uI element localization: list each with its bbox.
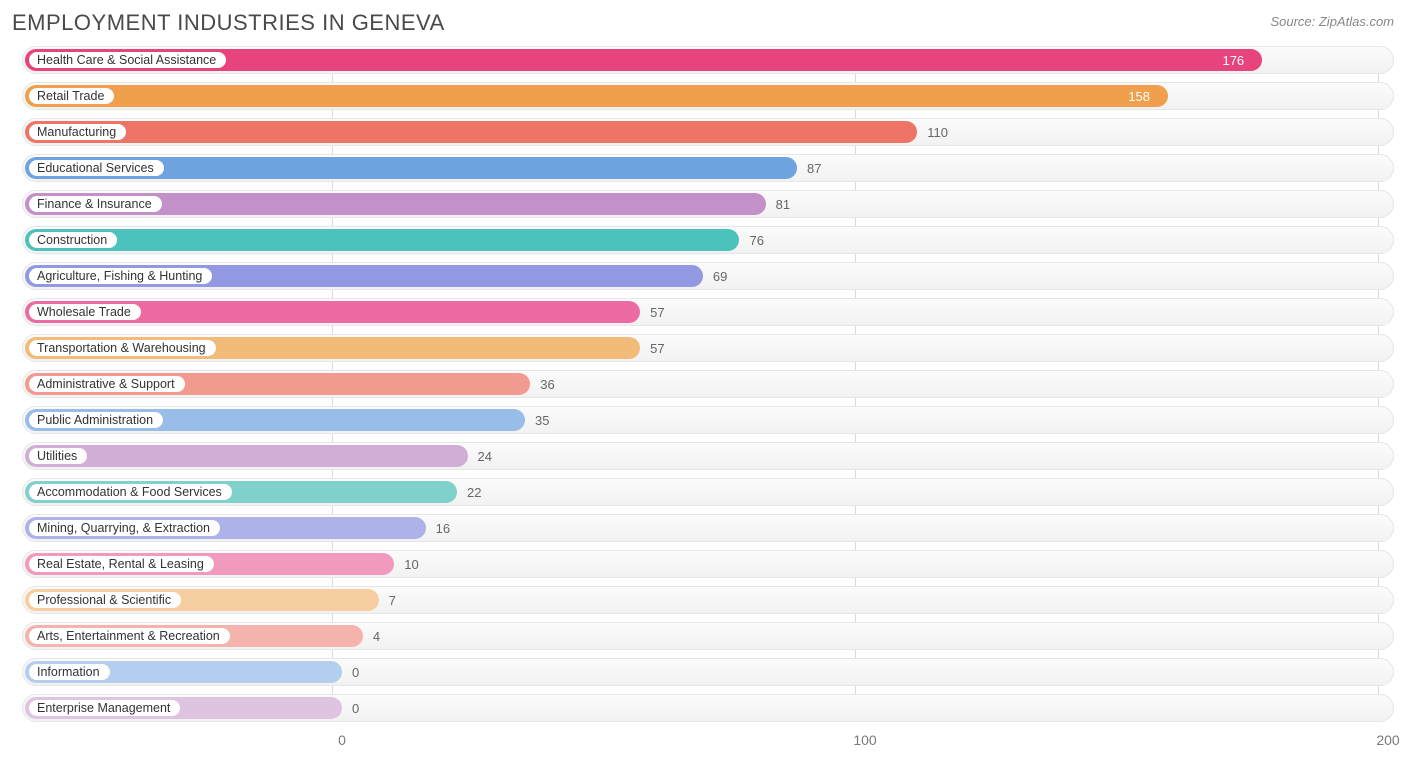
- chart-title: EMPLOYMENT INDUSTRIES IN GENEVA: [12, 10, 445, 36]
- bar-row: Finance & Insurance 81: [22, 190, 1394, 218]
- bar-category-label: Mining, Quarrying, & Extraction: [28, 519, 221, 537]
- bar-category-label: Retail Trade: [28, 87, 115, 105]
- bar-category-label: Professional & Scientific: [28, 591, 182, 609]
- bar-row: Accommodation & Food Services 22: [22, 478, 1394, 506]
- bar-category-label: Accommodation & Food Services: [28, 483, 233, 501]
- bar-row: Public Administration 35: [22, 406, 1394, 434]
- bar-row: Transportation & Warehousing 57: [22, 334, 1394, 362]
- x-tick-label: 0: [338, 732, 346, 748]
- bar-value-label: 16: [436, 514, 450, 542]
- bar-row: Health Care & Social Assistance 176: [22, 46, 1394, 74]
- bar-row: Information 0: [22, 658, 1394, 686]
- bar-value-label: 36: [540, 370, 554, 398]
- bar-row: Administrative & Support 36: [22, 370, 1394, 398]
- bar-value-label: 69: [713, 262, 727, 290]
- bar-category-label: Finance & Insurance: [28, 195, 163, 213]
- chart-area: Health Care & Social Assistance 176 Retail…: [12, 46, 1394, 752]
- bar-value-label: 0: [352, 694, 359, 722]
- chart-source: Source: ZipAtlas.com: [1270, 10, 1394, 29]
- bar-category-label: Transportation & Warehousing: [28, 339, 217, 357]
- bar-fill: [25, 121, 917, 143]
- bar-value-label: 57: [650, 298, 664, 326]
- bars-container: Health Care & Social Assistance 176 Retail…: [12, 46, 1394, 722]
- bar-row: Utilities 24: [22, 442, 1394, 470]
- bar-value-label: 7: [389, 586, 396, 614]
- bar-category-label: Real Estate, Rental & Leasing: [28, 555, 215, 573]
- bar-row: Real Estate, Rental & Leasing 10: [22, 550, 1394, 578]
- x-axis: 0100200: [12, 730, 1394, 752]
- bar-category-label: Utilities: [28, 447, 88, 465]
- bar-value-label: 110: [927, 118, 948, 146]
- bar-fill: [25, 229, 739, 251]
- bar-row: Arts, Entertainment & Recreation 4: [22, 622, 1394, 650]
- bar-category-label: Information: [28, 663, 111, 681]
- bar-value-label: 4: [373, 622, 380, 650]
- bar-value-label: 76: [749, 226, 763, 254]
- bar-value-label: 0: [352, 658, 359, 686]
- bar-row: Wholesale Trade 57: [22, 298, 1394, 326]
- chart-header: EMPLOYMENT INDUSTRIES IN GENEVA Source: …: [12, 10, 1394, 36]
- bar-value-label: 57: [650, 334, 664, 362]
- bar-row: Professional & Scientific 7: [22, 586, 1394, 614]
- bar-value-label: 81: [776, 190, 790, 218]
- bar-value-label: 35: [535, 406, 549, 434]
- bar-category-label: Enterprise Management: [28, 699, 181, 717]
- bar-fill: [25, 85, 1168, 107]
- bar-value-label: 24: [478, 442, 492, 470]
- bar-value-label: 158: [1128, 82, 1150, 110]
- bar-row: Construction 76: [22, 226, 1394, 254]
- bar-value-label: 87: [807, 154, 821, 182]
- bar-category-label: Arts, Entertainment & Recreation: [28, 627, 231, 645]
- bar-category-label: Agriculture, Fishing & Hunting: [28, 267, 213, 285]
- bar-value-label: 22: [467, 478, 481, 506]
- bar-category-label: Educational Services: [28, 159, 165, 177]
- bar-category-label: Wholesale Trade: [28, 303, 142, 321]
- bar-row: Agriculture, Fishing & Hunting 69: [22, 262, 1394, 290]
- bar-category-label: Manufacturing: [28, 123, 127, 141]
- bar-category-label: Administrative & Support: [28, 375, 186, 393]
- bar-category-label: Health Care & Social Assistance: [28, 51, 227, 69]
- bar-value-label: 176: [1222, 46, 1244, 74]
- bar-row: Educational Services 87: [22, 154, 1394, 182]
- bar-row: Enterprise Management 0: [22, 694, 1394, 722]
- bar-value-label: 10: [404, 550, 418, 578]
- bar-row: Mining, Quarrying, & Extraction 16: [22, 514, 1394, 542]
- bar-category-label: Public Administration: [28, 411, 164, 429]
- bar-fill: [25, 445, 468, 467]
- x-tick-label: 200: [1376, 732, 1399, 748]
- bar-row: Manufacturing 110: [22, 118, 1394, 146]
- x-tick-label: 100: [853, 732, 876, 748]
- bar-category-label: Construction: [28, 231, 118, 249]
- bar-row: Retail Trade 158: [22, 82, 1394, 110]
